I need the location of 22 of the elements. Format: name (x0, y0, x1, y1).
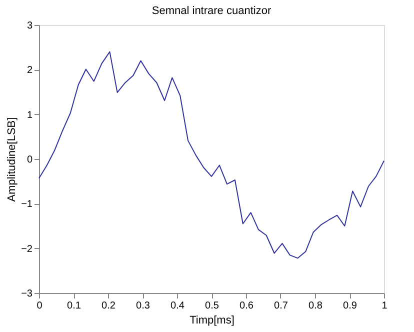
y-axis-title: Amplitudine[LSB] (6, 117, 18, 202)
line-series (38, 51, 384, 259)
x-tick-label: 0.6 (240, 300, 254, 312)
x-tick-label: 0.9 (343, 300, 358, 312)
y-tick-label: 3 (26, 20, 33, 32)
x-tick-label: 0 (36, 300, 43, 312)
x-axis-title: Timp[ms] (190, 314, 234, 326)
x-tick-label: 0.1 (67, 300, 82, 312)
x-tick-label: 0.8 (308, 300, 323, 312)
x-tick-label: 0.5 (205, 300, 220, 312)
y-tick-label: 0 (26, 154, 33, 166)
y-tick-label: 1 (26, 110, 33, 121)
x-tick-label: 0.7 (274, 300, 288, 312)
y-tick-label: 2 (26, 65, 33, 76)
x-tick-label: 0.2 (102, 300, 116, 312)
x-tick-label: 0.3 (136, 300, 150, 312)
x-tick-label: 0.4 (170, 300, 185, 312)
y-tick-label: −2 (21, 244, 33, 255)
x-tick-label: 1 (382, 300, 388, 312)
y-tick-label: −1 (21, 199, 33, 210)
chart-title: Semnal intrare cuantizor (152, 5, 272, 17)
y-tick-label: −3 (21, 288, 33, 300)
